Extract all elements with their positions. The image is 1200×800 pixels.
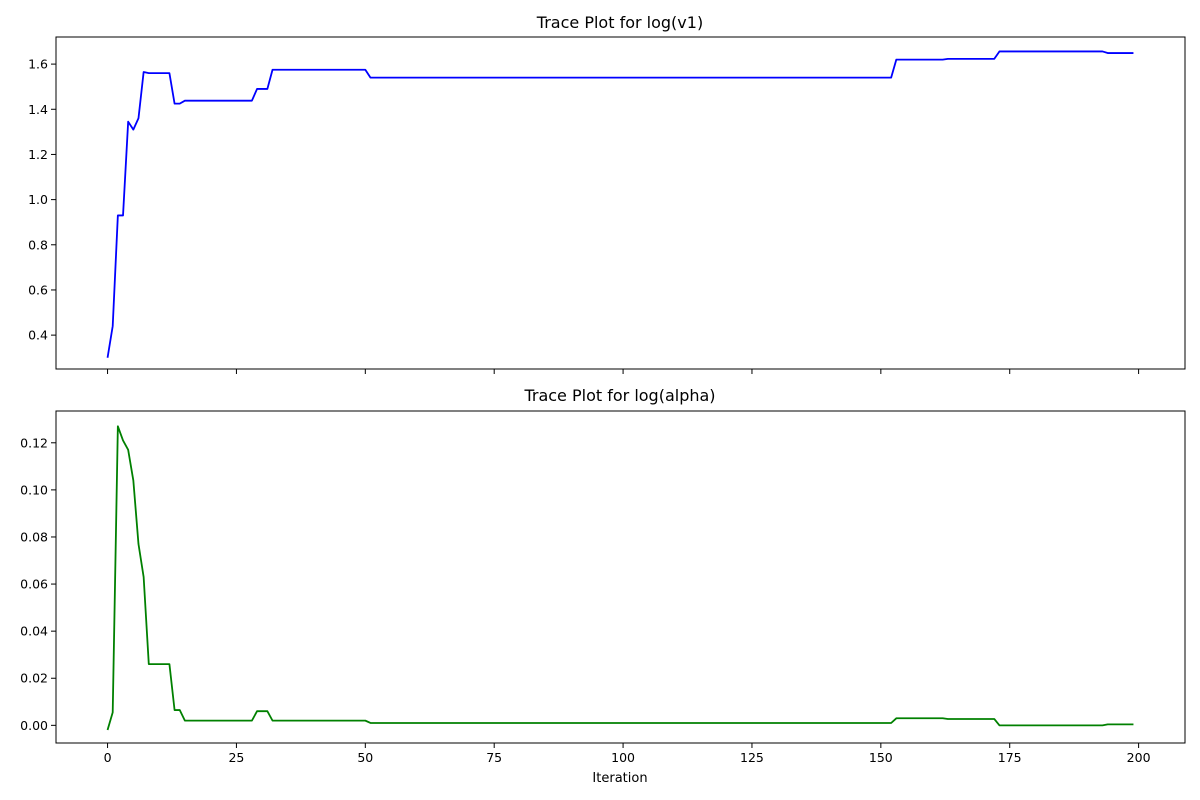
y-tick-label: 1.6 <box>28 57 48 72</box>
panel-log-v1: Trace Plot for log(v1) 0.4 0.6 0.8 1.0 1.2 1.… <box>28 13 1186 374</box>
chart-title: Trace Plot for log(alpha) <box>523 386 715 405</box>
x-tick-label: 50 <box>357 750 373 765</box>
chart-title: Trace Plot for log(v1) <box>536 13 703 32</box>
x-tick-label: 175 <box>998 750 1022 765</box>
y-tick-label: 0.10 <box>20 482 48 497</box>
y-tick-label: 0.4 <box>28 328 48 343</box>
y-tick-label: 0.00 <box>20 718 48 733</box>
x-tick-label: 150 <box>869 750 893 765</box>
x-axis: 0 25 50 75 100 125 150 175 200 <box>104 743 1151 765</box>
x-tick-label: 200 <box>1127 750 1151 765</box>
x-axis-label: Iteration <box>592 771 647 786</box>
series-line-log-alpha <box>106 425 1134 731</box>
series-line-log-v1 <box>106 50 1134 358</box>
y-tick-label: 0.04 <box>20 624 48 639</box>
panel-log-alpha: Trace Plot for log(alpha) 0 25 50 75 100 125 1… <box>20 386 1186 786</box>
y-tick-label: 0.8 <box>28 237 48 252</box>
y-tick-label: 0.06 <box>20 577 48 592</box>
plot-frame <box>55 410 1186 744</box>
x-tick-label: 0 <box>104 750 112 765</box>
y-tick-label: 0.02 <box>20 671 48 686</box>
plot-frame <box>55 36 1186 370</box>
y-tick-label: 0.6 <box>28 282 48 297</box>
x-tick-label: 125 <box>740 750 764 765</box>
y-tick-label: 1.4 <box>28 102 48 117</box>
y-tick-label: 0.12 <box>20 435 48 450</box>
y-tick-label: 1.0 <box>28 192 48 207</box>
y-tick-label: 1.2 <box>28 147 48 162</box>
y-tick-label: 0.08 <box>20 529 48 544</box>
y-axis: 0.00 0.02 0.04 0.06 0.08 0.10 0.12 <box>20 435 56 733</box>
x-tick-label: 100 <box>611 750 635 765</box>
x-tick-label: 25 <box>228 750 244 765</box>
x-axis <box>107 369 1140 374</box>
x-tick-label: 75 <box>486 750 502 765</box>
y-axis: 0.4 0.6 0.8 1.0 1.2 1.4 1.6 <box>28 57 56 343</box>
